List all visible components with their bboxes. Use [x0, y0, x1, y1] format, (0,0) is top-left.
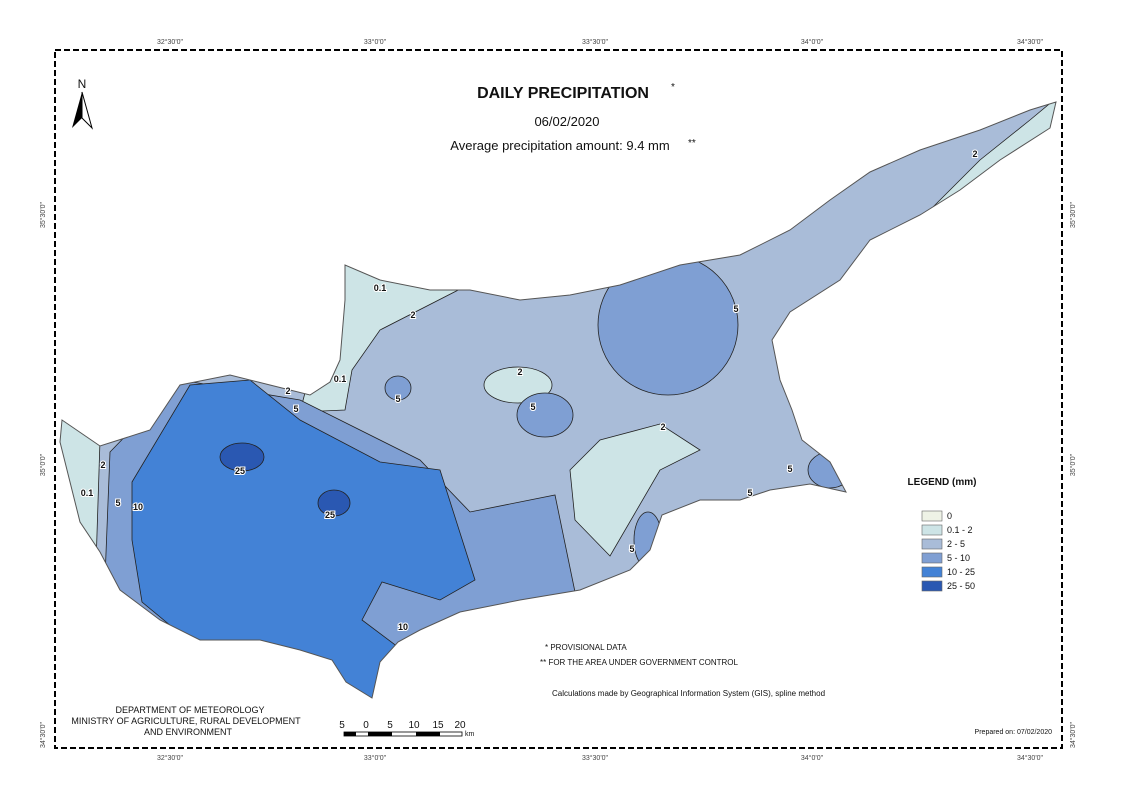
scale-label: 20 [454, 720, 466, 731]
scale-label: 5 [387, 720, 393, 731]
average-mark: ** [688, 138, 696, 149]
contour-label: 5 [733, 304, 738, 314]
coordinate-label: 33°30'0" [582, 754, 609, 762]
contour-label: 2 [100, 460, 105, 470]
scale-bar-segment [344, 732, 356, 736]
coordinate-label: 33°0'0" [364, 754, 387, 762]
legend-label: 0 [947, 511, 952, 521]
north-arrow-left [72, 92, 82, 128]
contour-label: 2 [517, 367, 522, 377]
scale-bar-frame [343, 731, 463, 737]
zone [633, 511, 663, 569]
title-mark: * [671, 82, 675, 93]
contour-label: 10 [398, 622, 408, 632]
legend-label: 10 - 25 [947, 567, 975, 577]
scale-unit: km [465, 731, 475, 738]
legend-label: 0.1 - 2 [947, 525, 973, 535]
scale-label: 5 [339, 720, 345, 731]
map-date: 06/02/2020 [534, 114, 599, 129]
legend-swatch [921, 510, 943, 522]
north-arrow: N [72, 77, 93, 130]
zone [516, 392, 574, 438]
method-note: Calculations made by Geographical Inform… [552, 689, 825, 698]
contour-label: 2 [285, 386, 290, 396]
contour-label: 2 [410, 310, 415, 320]
zone [597, 254, 739, 396]
scale-label: 0 [363, 720, 369, 731]
coordinate-label: 32°30'0" [157, 38, 184, 46]
contour-label: 0.1 [334, 374, 347, 384]
zone [219, 442, 265, 472]
legend-label: 5 - 10 [947, 553, 970, 563]
scale-bar-segment [368, 732, 392, 736]
coordinate-label: 33°30'0" [582, 38, 609, 46]
map-frame [54, 49, 1063, 749]
contour-label: 5 [787, 464, 792, 474]
zone [384, 375, 412, 401]
department: MINISTRY OF AGRICULTURE, RURAL DEVELOPME… [71, 716, 301, 726]
contour-label: 25 [235, 466, 245, 476]
contour-label: 5 [395, 394, 400, 404]
contour-label: 5 [293, 404, 298, 414]
zone [317, 489, 351, 517]
contour-label: 5 [115, 498, 120, 508]
zone [807, 451, 853, 489]
zone [569, 423, 701, 557]
contour-label: 5 [747, 488, 752, 498]
contour-label: 25 [325, 510, 335, 520]
coordinate-label: 34°30'0" [1017, 754, 1044, 762]
department: DEPARTMENT OF METEOROLOGY [115, 705, 264, 715]
contour-label: 5 [629, 544, 634, 554]
contour-label: 10 [133, 502, 143, 512]
legend-swatch [921, 552, 943, 564]
coordinate-label: 34°30'0" [1069, 721, 1077, 748]
contour-label: 2 [660, 422, 665, 432]
coordinate-label: 32°30'0" [157, 754, 184, 762]
note: * PROVISIONAL DATA [545, 643, 627, 652]
scale-bar-segment [416, 732, 440, 736]
contour-label: 0.1 [81, 488, 94, 498]
coordinate-label: 35°0'0" [1069, 453, 1077, 476]
legend-swatch [921, 524, 943, 536]
precipitation-zones [60, 102, 1056, 698]
map-title: DAILY PRECIPITATION [477, 85, 649, 102]
department: AND ENVIRONMENT [144, 727, 233, 737]
legend-title: LEGEND (mm) [908, 477, 977, 488]
legend-swatch [921, 538, 943, 550]
contour-label: 5 [530, 402, 535, 412]
note: ** FOR THE AREA UNDER GOVERNMENT CONTROL [540, 658, 739, 667]
north-arrow-right [81, 91, 93, 130]
contour-label: 0.1 [374, 283, 387, 293]
legend-swatch [921, 566, 943, 578]
legend-label: 2 - 5 [947, 539, 965, 549]
legend: 0 0.1 - 2 2 - 5 5 - 10 10 - 25 25 - 50 [921, 510, 975, 592]
coordinate-label: 34°30'0" [39, 721, 47, 748]
north-label: N [78, 77, 87, 91]
prepared-date: Prepared on: 07/02/2020 [975, 729, 1053, 736]
scale-label: 10 [408, 720, 420, 731]
scale-label: 15 [432, 720, 444, 731]
legend-swatch [921, 580, 943, 592]
legend-label: 25 - 50 [947, 581, 975, 591]
contour-label: 2 [972, 149, 977, 159]
coordinate-label: 35°0'0" [39, 453, 47, 476]
coordinate-label: 35°30'0" [39, 201, 47, 228]
coordinate-label: 35°30'0" [1069, 201, 1077, 228]
coordinate-label: 33°0'0" [364, 38, 387, 46]
coordinate-label: 34°0'0" [801, 754, 824, 762]
coordinate-label: 34°30'0" [1017, 38, 1044, 46]
coordinate-label: 34°0'0" [801, 38, 824, 46]
average-precipitation: Average precipitation amount: 9.4 mm [450, 138, 669, 153]
